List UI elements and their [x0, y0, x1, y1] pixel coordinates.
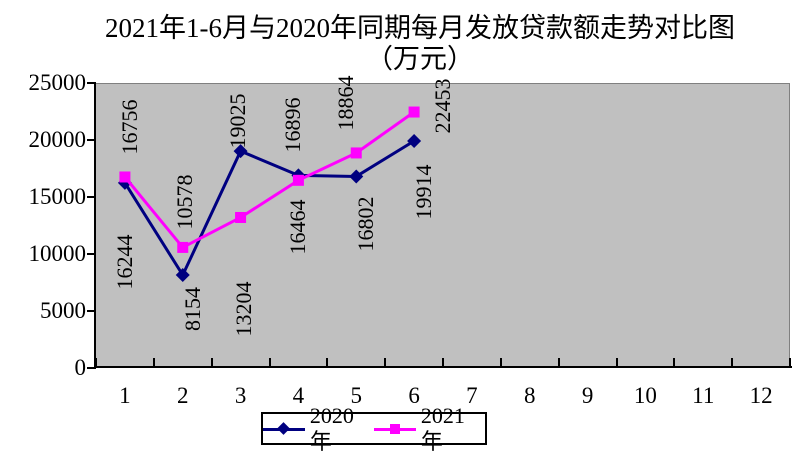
legend: 2020年 2021年	[261, 403, 487, 454]
x-category-label: 1	[119, 383, 131, 408]
x-category-label: 12	[749, 383, 773, 408]
x-tick	[499, 358, 502, 367]
data-label: 22453	[430, 78, 456, 134]
data-label: 16802	[353, 196, 379, 252]
legend-item: 2021年	[374, 403, 485, 455]
legend-label: 2021年	[420, 402, 465, 454]
chart-title: 2021年1-6月与2020年同期每月发放贷款额走势对比图	[105, 13, 735, 43]
x-category-label: 9	[581, 383, 594, 408]
x-category-label: 2	[177, 383, 189, 408]
x-category-label: 10	[633, 383, 657, 408]
data-label: 10578	[171, 174, 197, 230]
legend-label: 2020年	[309, 402, 354, 454]
y-tick-label: 0	[74, 355, 87, 380]
data-label: 13204	[230, 281, 256, 337]
legend-marker-icon	[390, 423, 400, 434]
y-tick-label: 20000	[28, 127, 87, 152]
data-label: 16756	[116, 99, 142, 155]
x-category-label: 11	[692, 383, 715, 408]
y-tick	[87, 310, 96, 312]
legend-square-icon	[374, 423, 416, 435]
x-category-label: 6	[408, 383, 420, 408]
x-tick	[442, 358, 444, 367]
y-tick-label: 15000	[28, 184, 87, 209]
x-tick	[210, 358, 213, 367]
legend-marker-icon	[277, 421, 290, 435]
x-tick	[731, 358, 734, 367]
x-category-label: 4	[292, 383, 305, 408]
x-tick	[268, 358, 271, 367]
x-tick	[326, 358, 329, 367]
legend-item: 2020年	[263, 403, 374, 455]
chart-subtitle: （万元）	[366, 44, 474, 74]
x-category-label: 8	[524, 383, 536, 408]
data-label: 16464	[285, 199, 311, 255]
y-tick-label: 5000	[40, 298, 86, 323]
x-tick	[615, 358, 618, 367]
y-tick	[87, 253, 96, 255]
x-tick	[384, 358, 387, 367]
y-tick	[87, 82, 96, 84]
data-label: 18864	[333, 75, 359, 131]
x-axis	[94, 366, 792, 368]
y-tick	[87, 139, 96, 141]
y-tick-label: 25000	[28, 70, 87, 95]
data-label: 16244	[111, 234, 137, 290]
x-category-label: 7	[466, 383, 478, 408]
data-label: 19025	[224, 93, 250, 149]
x-tick	[152, 358, 155, 367]
y-axis	[94, 82, 96, 369]
y-tick	[87, 367, 96, 369]
x-tick	[557, 358, 560, 367]
legend-diamond-icon	[263, 421, 305, 435]
x-tick	[95, 358, 97, 367]
y-tick-label: 10000	[28, 241, 87, 266]
y-tick	[87, 196, 96, 198]
x-category-label: 3	[234, 383, 247, 408]
x-category-label: 5	[350, 383, 363, 408]
x-tick	[789, 358, 791, 367]
x-tick	[673, 358, 676, 367]
data-label: 8154	[179, 287, 205, 332]
